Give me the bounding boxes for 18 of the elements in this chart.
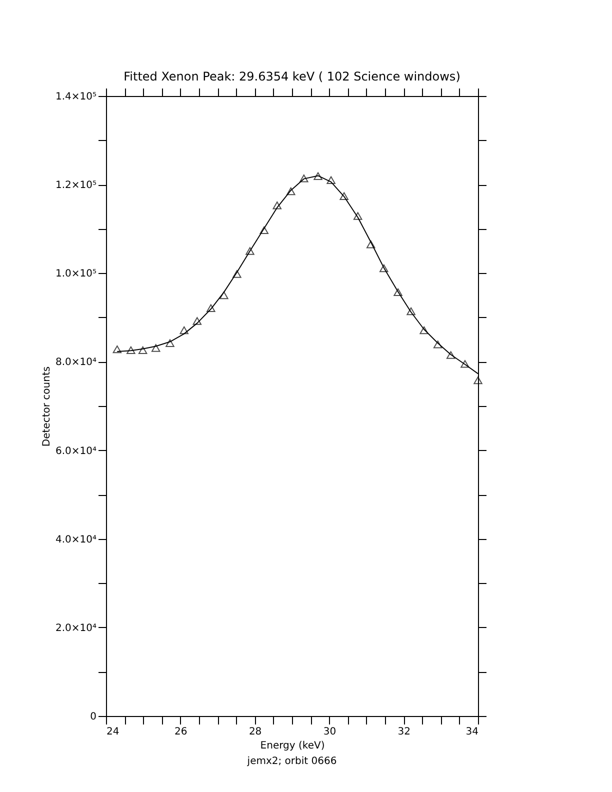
x-tick-label: 34 [466, 726, 478, 738]
x-tick-label: 30 [323, 726, 336, 738]
x-tick-label: 24 [106, 726, 120, 738]
y-tick-label: 8.0×10⁴ [55, 357, 96, 368]
x-tick-label: 28 [248, 726, 262, 738]
x-tick-label: 32 [398, 726, 410, 738]
chart-title: Fitted Xenon Peak: 29.6354 keV ( 102 Science windows) [124, 70, 460, 84]
y-tick-label: 0 [90, 712, 96, 722]
y-tick-label: 1.4×10⁵ [55, 92, 96, 102]
y-tick-label: 1.2×10⁵ [55, 180, 96, 192]
text: jemx2; orbit 0666 [246, 756, 337, 767]
y-tick-label: 4.0×10⁴ [55, 534, 96, 546]
x-tick-label: 26 [174, 726, 188, 738]
y-tick-label: 1.0×10⁵ [55, 268, 96, 280]
x-axis-title: Energy (keV) [260, 740, 325, 752]
y-axis-title: Detector counts [41, 366, 52, 447]
y-tick-label: 2.0×10⁴ [55, 622, 96, 634]
y-tick-label: 6.0×10⁴ [55, 446, 96, 457]
